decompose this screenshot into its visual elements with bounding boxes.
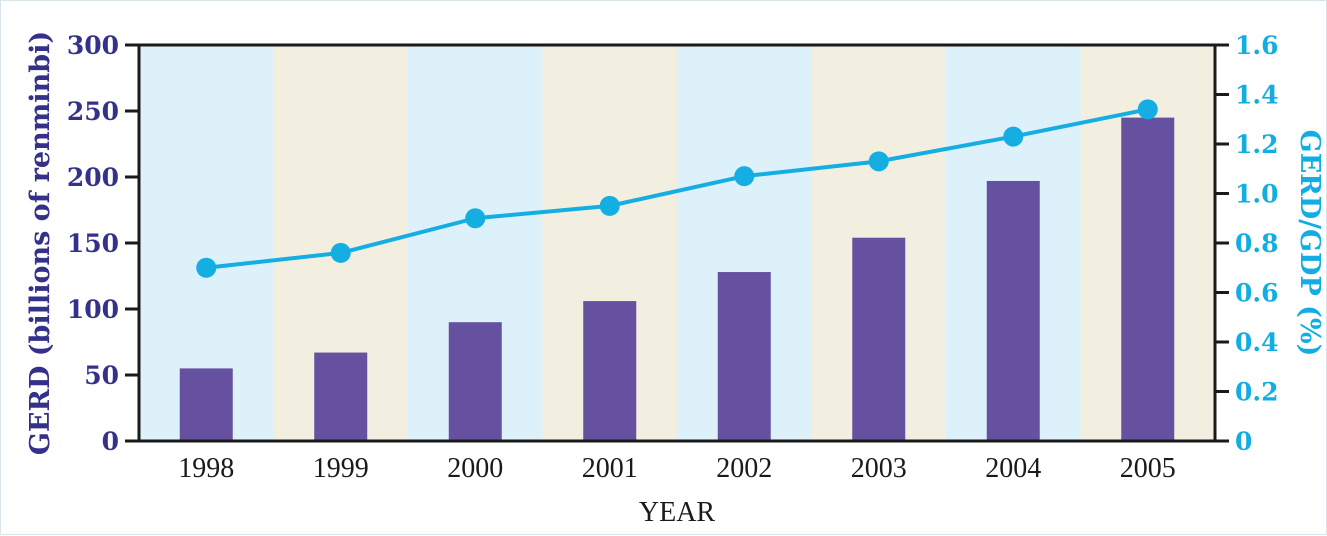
gerd-bar[interactable] (1121, 117, 1175, 441)
gerd-gdp-point[interactable] (1137, 99, 1158, 120)
gerd-bar[interactable] (448, 322, 502, 441)
y-left-tick-label: 50 (84, 361, 119, 390)
x-axis-label: YEAR (639, 497, 716, 528)
gerd-gdp-point[interactable] (599, 195, 620, 216)
gerd-gdp-point[interactable] (734, 166, 755, 187)
gerd-bars (179, 117, 1175, 441)
gerd-gdp-line-path (206, 107, 1149, 270)
x-tick-label: 1998 (178, 453, 234, 484)
x-tick-label: 2005 (1120, 453, 1176, 484)
gerd-bar[interactable] (986, 180, 1040, 441)
x-tick-label: 2002 (716, 453, 772, 484)
gerd-bar[interactable] (314, 352, 368, 441)
gerd-gdp-point[interactable] (868, 151, 889, 172)
gerd-gdp-point[interactable] (465, 208, 486, 229)
y-right-tick-label: 0.4 (1235, 328, 1279, 357)
gerd-gdp-point[interactable] (196, 257, 217, 278)
gerd-bar[interactable] (852, 237, 906, 441)
x-tick-label: 2000 (447, 453, 503, 484)
y-axis-right-label: GERD/GDP (%) (1294, 130, 1325, 357)
y-left-tick-label: 200 (67, 163, 119, 192)
y-right-tick-label: 0.2 (1235, 378, 1279, 407)
y-right-tick-label: 0.6 (1235, 279, 1279, 308)
gerd-gdp-line (196, 99, 1158, 278)
gerd-gdp-point[interactable] (1003, 126, 1024, 147)
y-right-tick-label: 0 (1235, 427, 1252, 456)
y-left-tick-label: 250 (67, 97, 119, 126)
y-axis-left-label: GERD (billions of renminbi) (25, 31, 56, 455)
y-right-tick-label: 1.2 (1235, 130, 1279, 159)
gerd-bar[interactable] (583, 301, 637, 441)
y-left-tick-label: 300 (67, 31, 119, 60)
y-left-tick-label: 100 (67, 295, 119, 324)
y-left-tick-label: 0 (102, 427, 119, 456)
x-tick-label: 1999 (313, 453, 369, 484)
y-left-tick-label: 150 (67, 229, 119, 258)
axes: 0 50 100 150 200 250 300 0 0.2 0.4 0.6 0.8 1.0 1.2 1.4… (67, 31, 1279, 484)
gerd-bar[interactable] (717, 272, 771, 441)
x-tick-label: 2003 (851, 453, 907, 484)
x-tick-label: 2004 (985, 453, 1041, 484)
y-right-tick-label: 1.0 (1235, 180, 1279, 209)
gerd-gdp-point[interactable] (330, 242, 351, 263)
year-bands (139, 45, 1215, 441)
gerd-bar[interactable] (179, 368, 233, 441)
axis-labels: GERD (billions of renminbi) GERD/GDP (%)… (25, 31, 1325, 528)
y-right-tick-label: 1.4 (1235, 81, 1279, 110)
y-right-tick-label: 0.8 (1235, 229, 1279, 258)
x-tick-label: 2001 (582, 453, 638, 484)
y-right-tick-label: 1.6 (1235, 31, 1279, 60)
